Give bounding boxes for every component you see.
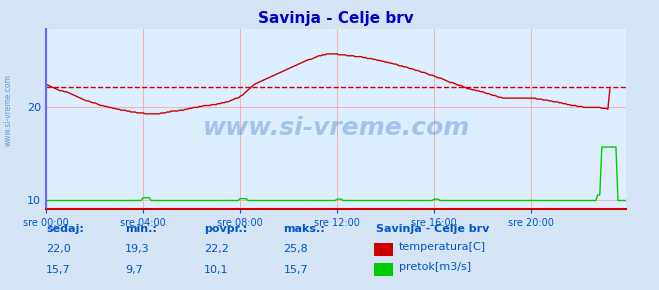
Title: Savinja - Celje brv: Savinja - Celje brv: [258, 11, 414, 26]
Text: 9,7: 9,7: [125, 264, 143, 275]
Text: sedaj:: sedaj:: [46, 224, 84, 234]
Text: www.si-vreme.com: www.si-vreme.com: [3, 74, 13, 146]
Text: maks.:: maks.:: [283, 224, 325, 234]
Text: temperatura[C]: temperatura[C]: [399, 242, 486, 252]
Text: 25,8: 25,8: [283, 244, 308, 254]
Text: 15,7: 15,7: [283, 264, 308, 275]
Text: www.si-vreme.com: www.si-vreme.com: [202, 116, 470, 140]
Text: pretok[m3/s]: pretok[m3/s]: [399, 262, 471, 272]
Text: povpr.:: povpr.:: [204, 224, 248, 234]
Text: 19,3: 19,3: [125, 244, 150, 254]
Text: 22,2: 22,2: [204, 244, 229, 254]
Text: Savinja - Celje brv: Savinja - Celje brv: [376, 224, 489, 234]
Text: 15,7: 15,7: [46, 264, 71, 275]
Text: min.:: min.:: [125, 224, 157, 234]
Text: 22,0: 22,0: [46, 244, 71, 254]
Text: 10,1: 10,1: [204, 264, 229, 275]
